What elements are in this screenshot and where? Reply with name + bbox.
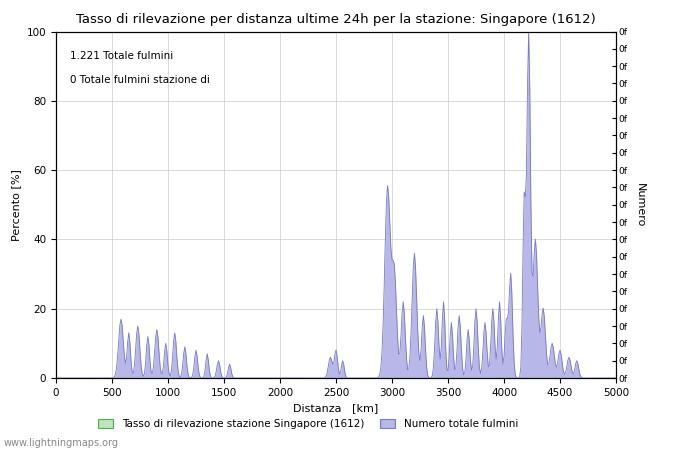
- Text: www.lightningmaps.org: www.lightningmaps.org: [4, 438, 118, 448]
- Title: Tasso di rilevazione per distanza ultime 24h per la stazione: Singapore (1612): Tasso di rilevazione per distanza ultime…: [76, 13, 596, 26]
- X-axis label: Distanza   [km]: Distanza [km]: [293, 403, 379, 413]
- Text: 0 Totale fulmini stazione di: 0 Totale fulmini stazione di: [70, 75, 210, 85]
- Legend: Tasso di rilevazione stazione Singapore (1612), Numero totale fulmini: Tasso di rilevazione stazione Singapore …: [94, 415, 522, 433]
- Y-axis label: Numero: Numero: [634, 183, 645, 227]
- Y-axis label: Percento [%]: Percento [%]: [11, 169, 21, 241]
- Text: 1.221 Totale fulmini: 1.221 Totale fulmini: [70, 50, 174, 61]
